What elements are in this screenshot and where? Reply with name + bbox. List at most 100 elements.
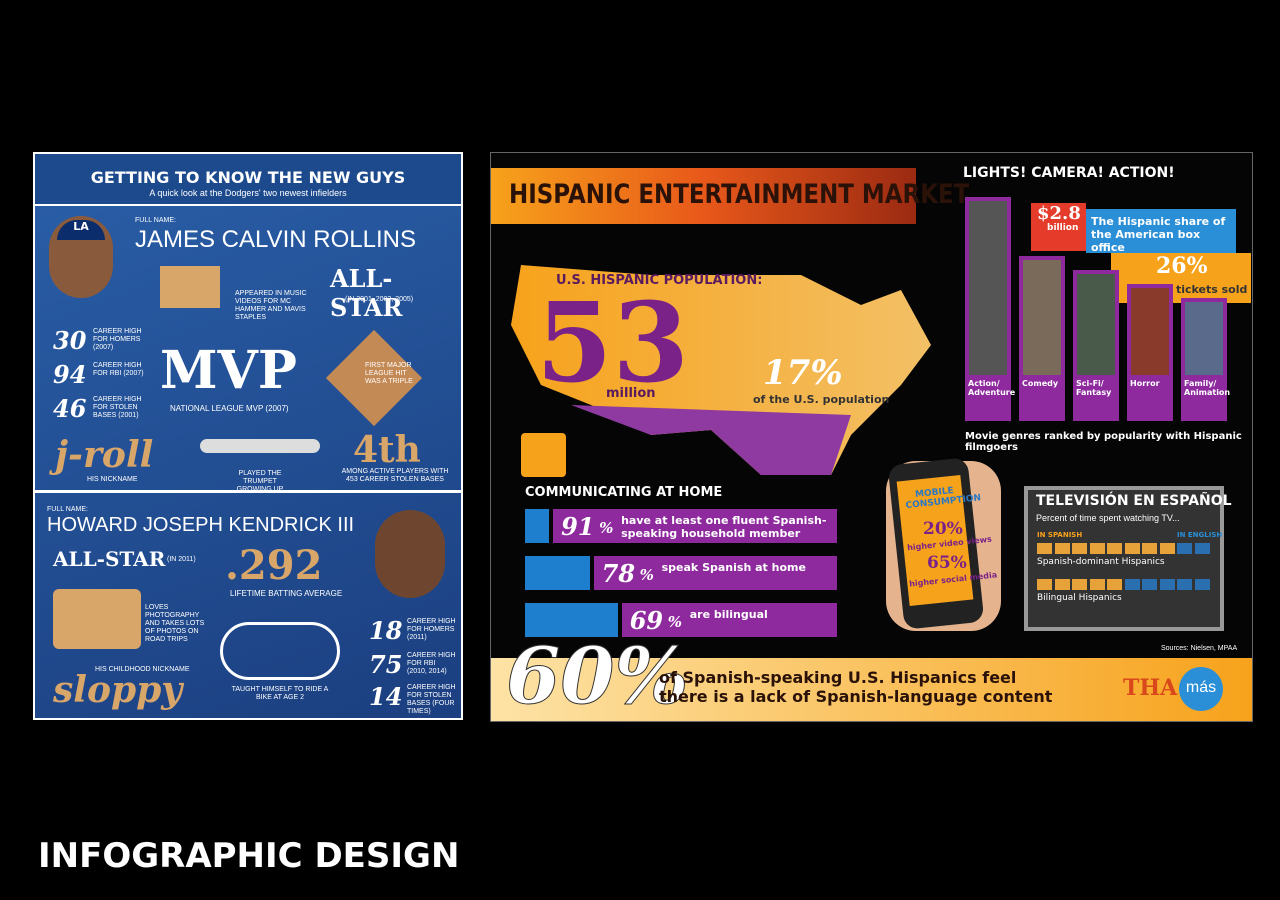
tv-row-label: Spanish-dominant Hispanics bbox=[1037, 557, 1165, 567]
music-text: APPEARED IN MUSIC VIDEOS FOR MC HAMMER A… bbox=[235, 290, 307, 321]
photo-text: LOVES PHOTOGRAPHY AND TAKES LOTS OF PHOT… bbox=[145, 604, 205, 643]
box-office-text: The Hispanic share of the American box o… bbox=[1091, 215, 1226, 254]
value-number: 91 bbox=[561, 512, 595, 541]
dodgers-panel: GETTING TO KNOW THE NEW GUYS A quick loo… bbox=[33, 152, 463, 720]
trumpet-text: PLAYED THE TRUMPET GROWING UP bbox=[236, 470, 284, 493]
tv-square bbox=[1177, 543, 1192, 554]
remainder-bar bbox=[525, 509, 550, 543]
tv-square bbox=[1194, 579, 1210, 590]
bar-text: are bilingual bbox=[689, 608, 768, 621]
tv-square bbox=[1194, 543, 1210, 554]
title: HISPANIC ENTERTAINMENT MARKET bbox=[509, 179, 970, 210]
lack-band bbox=[491, 658, 1252, 721]
average-text: LIFETIME BATTING AVERAGE bbox=[230, 589, 343, 598]
allstar-years: (IN 2001, 2002, 2005) bbox=[345, 296, 414, 303]
movies-title: LIGHTS! CAMERA! ACTION! bbox=[963, 165, 1175, 181]
tv-square bbox=[1037, 579, 1052, 590]
lack-text: of Spanish-speaking U.S. Hispanics feel … bbox=[659, 668, 1053, 706]
tv-square bbox=[1072, 579, 1087, 590]
tv-subtitle: Percent of time spent watching TV... bbox=[1036, 513, 1180, 523]
divider bbox=[35, 490, 461, 493]
genre-photo bbox=[969, 201, 1007, 375]
allstar-years: (IN 2011) bbox=[167, 556, 196, 563]
tv-square bbox=[1124, 579, 1140, 590]
stat-text: CAREER HIGH FOR STOLEN BASES (2001) bbox=[93, 396, 142, 419]
remainder-bar bbox=[525, 556, 590, 590]
genre-label: Family/ Animation bbox=[1184, 379, 1231, 397]
camera-icon bbox=[53, 589, 141, 649]
percent-sign: % bbox=[639, 566, 654, 584]
average: .292 bbox=[225, 542, 323, 589]
stat-number: 18 bbox=[369, 616, 403, 645]
population-label: U.S. HISPANIC POPULATION: bbox=[556, 273, 763, 288]
trumpet-icon bbox=[200, 439, 320, 453]
cap: LA bbox=[57, 220, 105, 240]
nickname-text: HIS CHILDHOOD NICKNAME bbox=[95, 666, 190, 673]
tv-square bbox=[1142, 579, 1157, 590]
home-title: COMMUNICATING AT HOME bbox=[525, 485, 723, 500]
genre-photo bbox=[1077, 274, 1115, 375]
tv-square bbox=[1037, 543, 1052, 554]
mobile-social: 65% bbox=[927, 553, 967, 573]
rank: 4th bbox=[353, 429, 421, 471]
genre-label: Action/ Adventure bbox=[968, 379, 1016, 397]
value-bar bbox=[621, 603, 837, 637]
brand: THA bbox=[1123, 675, 1178, 701]
allstar: ALL-STAR bbox=[53, 547, 166, 571]
bar-text: speak Spanish at home bbox=[661, 561, 806, 574]
stat-text: CAREER HIGH FOR RBI (2010, 2014) bbox=[407, 652, 456, 675]
title-band bbox=[491, 168, 916, 224]
subtitle: A quick look at the Dodgers' two newest … bbox=[149, 188, 347, 198]
tv-spanish: IN SPANISH bbox=[1037, 531, 1083, 539]
ticket-red bbox=[1031, 203, 1086, 251]
mobile-video: 20% bbox=[923, 519, 963, 539]
tv-square bbox=[1142, 543, 1157, 554]
stat-number: 46 bbox=[53, 394, 87, 423]
ticket-blue bbox=[1086, 209, 1236, 253]
brand-circle bbox=[1179, 667, 1223, 711]
name: HOWARD JOSEPH KENDRICK III bbox=[47, 514, 355, 536]
title: GETTING TO KNOW THE NEW GUYS bbox=[90, 168, 406, 187]
remainder-bar bbox=[525, 603, 618, 637]
box-office-unit: billion bbox=[1047, 223, 1079, 233]
stat-number: 94 bbox=[53, 360, 87, 389]
first-hit: FIRST MAJOR LEAGUE HIT WAS A TRIPLE bbox=[365, 362, 413, 385]
tv-square bbox=[1107, 579, 1122, 590]
sources: Sources: Nielsen, MPAA bbox=[1161, 645, 1238, 652]
usa-map bbox=[511, 265, 931, 475]
stat-text: CAREER HIGH FOR HOMERS (2011) bbox=[407, 618, 456, 641]
stat-text: CAREER HIGH FOR RBI (2007) bbox=[93, 362, 144, 377]
kendrick-photo bbox=[375, 510, 445, 598]
genre-photo bbox=[1185, 302, 1223, 375]
tv-square bbox=[1072, 543, 1087, 554]
bike-icon bbox=[220, 622, 340, 680]
tv-square bbox=[1159, 543, 1175, 554]
genres-caption: Movie genres ranked by popularity with H… bbox=[965, 431, 1242, 453]
tv bbox=[1024, 486, 1224, 631]
tv-square bbox=[1159, 579, 1175, 590]
tv-square bbox=[1054, 543, 1070, 554]
genre-photo bbox=[1023, 260, 1061, 375]
share-text: of the U.S. population bbox=[753, 393, 890, 406]
genre-label: Comedy bbox=[1022, 379, 1059, 388]
percent-sign: % bbox=[667, 613, 682, 631]
box-office: $2.8 bbox=[1037, 203, 1081, 224]
percent-sign: % bbox=[599, 519, 614, 537]
share: 17% bbox=[763, 353, 843, 393]
tickets: 26% bbox=[1156, 253, 1208, 279]
tv-square bbox=[1107, 543, 1122, 554]
population-unit: million bbox=[606, 386, 656, 401]
tv-row-label: Bilingual Hispanics bbox=[1037, 593, 1122, 603]
stat-text: CAREER HIGH FOR HOMERS (2007) bbox=[93, 328, 142, 351]
lack: 60% bbox=[506, 631, 690, 722]
bike-text: TAUGHT HIMSELF TO RIDE A BIKE AT AGE 2 bbox=[231, 686, 329, 701]
tv-square bbox=[1089, 579, 1105, 590]
allstar: ALL-STAR bbox=[330, 264, 403, 322]
value-bar bbox=[553, 509, 837, 543]
mvp-text: NATIONAL LEAGUE MVP (2007) bbox=[170, 404, 289, 413]
genre-label: Horror bbox=[1130, 379, 1160, 388]
label: FULL NAME: bbox=[135, 217, 176, 224]
tv-square bbox=[1054, 579, 1070, 590]
music-icon bbox=[160, 266, 220, 308]
